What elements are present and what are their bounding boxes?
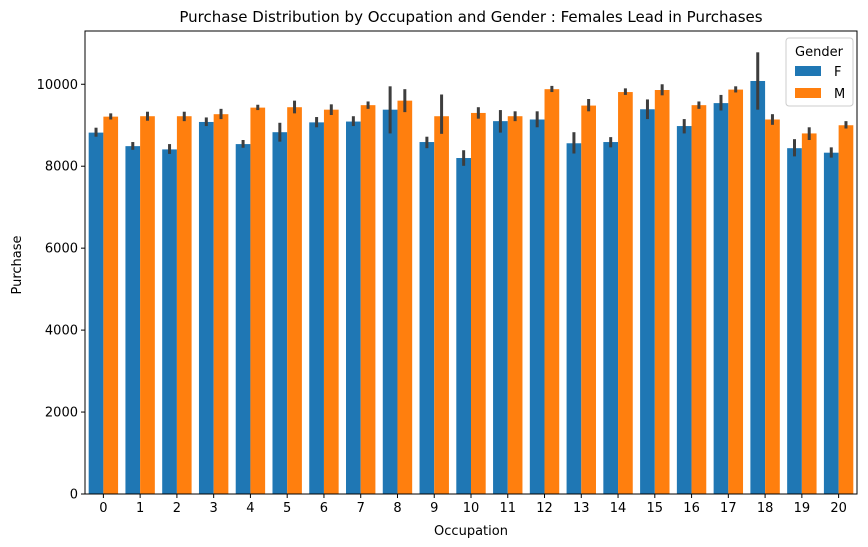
bar-F-6 [309, 122, 324, 495]
bar-F-14 [603, 142, 619, 495]
x-tick-label: 20 [830, 501, 847, 516]
bar-M-6 [323, 109, 339, 495]
x-axis-label: Occupation [434, 524, 508, 539]
error-bars-layer [94, 52, 848, 166]
plot-frame [84, 30, 858, 495]
bar-F-17 [713, 103, 729, 495]
y-tick-label: 8000 [45, 160, 78, 175]
bar-M-9 [434, 116, 449, 494]
bar-F-12 [529, 119, 545, 494]
x-tick-label: 17 [720, 501, 737, 516]
bar-M-13 [581, 105, 596, 494]
x-tick-label: 8 [393, 501, 401, 516]
x-tick-label: 9 [430, 501, 438, 516]
y-tick-label: 0 [70, 488, 78, 503]
bar-F-9 [419, 142, 435, 495]
x-tick-label: 3 [210, 501, 218, 516]
chart-title: Purchase Distribution by Occupation and … [179, 8, 762, 26]
y-tick-label: 2000 [45, 406, 78, 421]
x-tick-label: 11 [499, 501, 516, 516]
x-tick-label: 7 [357, 501, 365, 516]
x-tick-label: 0 [99, 501, 107, 516]
bar-M-12 [544, 89, 560, 495]
bar-F-13 [566, 143, 582, 494]
bar-M-8 [397, 100, 413, 495]
bar-M-20 [838, 125, 854, 495]
x-tick-label: 5 [283, 501, 291, 516]
legend: Gender FM [785, 37, 854, 107]
bar-M-19 [801, 133, 817, 494]
bar-F-4 [235, 144, 251, 494]
legend-swatch-M [795, 88, 821, 98]
bar-F-8 [382, 109, 398, 495]
bar-M-4 [250, 107, 266, 495]
bar-F-11 [493, 121, 508, 494]
bar-M-10 [471, 112, 486, 494]
x-tick-label: 2 [173, 501, 181, 516]
x-tick-label: 13 [573, 501, 590, 516]
bar-M-17 [728, 89, 744, 494]
legend-label-M: M [834, 87, 845, 102]
x-tick-label: 18 [757, 501, 774, 516]
bar-M-11 [507, 116, 523, 494]
x-tick-label: 15 [647, 501, 664, 516]
x-tick-label: 1 [136, 501, 144, 516]
x-tick-label: 10 [463, 501, 480, 516]
y-tick-label: 4000 [45, 324, 78, 339]
bar-M-14 [618, 92, 633, 495]
bar-F-19 [787, 148, 802, 494]
legend-title: Gender [795, 45, 844, 60]
x-tick-label: 19 [794, 501, 811, 516]
x-tick-label: 6 [320, 501, 328, 516]
y-axis-label: Purchase [10, 235, 25, 294]
bar-F-16 [676, 126, 692, 494]
y-tick-label: 6000 [45, 242, 78, 257]
bar-F-2 [162, 149, 177, 494]
bars-layer [88, 80, 854, 495]
bar-M-16 [691, 105, 707, 494]
x-tick-label: 12 [536, 501, 553, 516]
bar-F-0 [88, 132, 104, 495]
bar-F-5 [272, 132, 288, 494]
bar-F-1 [125, 146, 141, 494]
bar-M-7 [360, 105, 376, 494]
bar-M-0 [103, 116, 119, 494]
legend-items: FM [795, 65, 845, 102]
bar-M-5 [287, 107, 302, 495]
bar-M-1 [140, 116, 155, 494]
bar-F-18 [750, 80, 766, 495]
x-tick-label: 4 [246, 501, 254, 516]
bar-M-15 [654, 90, 670, 494]
bar-F-7 [346, 121, 361, 495]
bar-F-20 [823, 152, 839, 494]
bar-M-18 [765, 119, 780, 494]
legend-swatch-F [795, 66, 821, 76]
legend-label-F: F [834, 65, 841, 80]
bar-F-15 [640, 109, 655, 494]
bar-F-10 [456, 158, 471, 494]
bar-F-3 [198, 121, 214, 495]
axes-layer: 0 1 2 3 4 5 6 7 8 9 10 11 12 13 14 15 16 17 18 19 2002000400… [37, 30, 858, 516]
bar-M-2 [176, 116, 192, 494]
x-tick-label: 16 [683, 501, 700, 516]
y-tick-label: 10000 [37, 78, 78, 93]
bar-M-3 [213, 114, 229, 495]
x-tick-label: 14 [610, 501, 627, 516]
